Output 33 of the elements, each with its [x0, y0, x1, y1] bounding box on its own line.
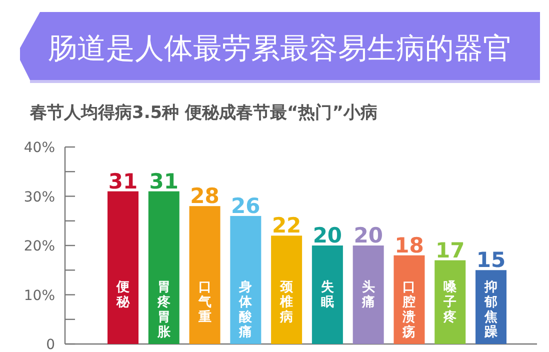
y-tick-label: 0	[46, 337, 55, 352]
data-label: 28	[190, 184, 220, 208]
data-label: 26	[231, 194, 260, 218]
bar	[312, 246, 343, 344]
data-label: 22	[272, 214, 302, 238]
x-tick-label: 便秘	[116, 280, 130, 310]
data-label: 18	[394, 233, 424, 258]
bar	[352, 246, 384, 344]
x-tick-label: 抑郁焦躁	[484, 280, 498, 340]
y-tick-label: 40%	[24, 140, 55, 156]
x-tick-label: 失眠	[320, 280, 335, 310]
x-tick-label: 胃疼胃胀	[156, 280, 172, 340]
chart-subtitle: 春节人均得病3.5种 便秘成春节最“热门”小病	[29, 103, 378, 123]
y-tick-label: 10%	[24, 288, 55, 304]
x-tick-label: 嗓子疼	[442, 280, 458, 325]
bar	[108, 191, 138, 344]
x-tick-label: 颈椎病	[279, 280, 294, 325]
x-tick-label: 头痛	[360, 280, 375, 310]
chart-title: 肠道是人体最劳累最容易生病的器官	[48, 31, 512, 65]
bar	[148, 191, 180, 344]
data-label: 17	[435, 238, 465, 262]
data-label: 20	[312, 224, 342, 248]
data-label: 15	[476, 248, 506, 272]
x-tick-label: 口腔溃疡	[402, 280, 416, 340]
data-label: 31	[149, 169, 179, 194]
y-tick-label: 20%	[24, 238, 55, 254]
y-tick-label: 30%	[24, 189, 55, 206]
data-label: 31	[108, 169, 138, 194]
bar	[189, 206, 220, 344]
data-label: 20	[354, 224, 383, 248]
x-tick-label: 身体酸痛	[238, 280, 254, 340]
bar	[271, 236, 302, 344]
x-tick-label: 口气重	[197, 280, 212, 325]
